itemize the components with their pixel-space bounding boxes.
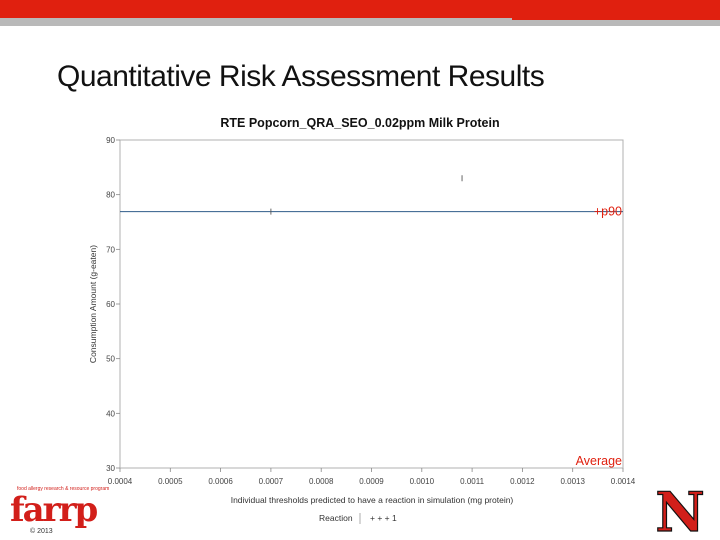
x-tick-label: 0.0011 (460, 477, 484, 486)
slide-title: Quantitative Risk Assessment Results (57, 60, 545, 93)
x-tick-label: 0.0010 (410, 477, 435, 486)
x-tick-label: 0.0013 (560, 477, 585, 486)
annotations: +p90 Average (576, 205, 622, 468)
nebraska-n-logo: N (655, 484, 706, 536)
legend: Reaction + + + 1 (319, 513, 397, 524)
top-red-accent (512, 18, 720, 20)
x-tick-label: 0.0004 (108, 477, 133, 486)
y-tick-label: 80 (106, 191, 115, 200)
y-tick-label: 60 (106, 300, 115, 309)
y-axis-label: Consumption Amount (g-eaten) (88, 245, 98, 363)
x-tick-label: 0.0008 (309, 477, 334, 486)
x-axis-label: Individual thresholds predicted to have … (231, 495, 514, 505)
top-gray-bar (0, 18, 720, 26)
svg-text:N: N (655, 484, 704, 536)
plot-frame (119, 139, 624, 469)
x-axis: 0.0004 0.0005 0.0006 0.0007 0.0008 0.0009 0.00… (108, 468, 636, 486)
x-tick-label: 0.0012 (510, 477, 535, 486)
top-red-bar (0, 0, 720, 18)
y-axis: 30 40 50 60 70 80 90 (106, 136, 120, 473)
farrp-tagline: food allergy research & resource program (17, 486, 110, 492)
legend-title: Reaction (319, 513, 353, 523)
legend-entry: + + + 1 (370, 513, 397, 523)
copyright-text: © 2013 (30, 528, 53, 535)
x-tick-label: 0.0014 (611, 477, 636, 486)
x-tick-label: 0.0005 (158, 477, 183, 486)
annotation-label: Average (576, 454, 622, 468)
farrp-logo: farrp (10, 490, 98, 530)
y-tick-label: 50 (106, 355, 115, 364)
data-points (270, 175, 463, 215)
y-tick-label: 70 (106, 245, 115, 254)
x-tick-label: 0.0007 (259, 477, 284, 486)
annotation-label: +p90 (594, 205, 622, 219)
y-tick-label: 90 (106, 136, 115, 145)
y-tick-label: 40 (106, 409, 115, 418)
chart-title: RTE Popcorn_QRA_SEO_0.02ppm Milk Protein (220, 116, 499, 130)
x-tick-label: 0.0006 (208, 477, 233, 486)
y-tick-label: 30 (106, 464, 115, 473)
x-tick-label: 0.0009 (359, 477, 384, 486)
